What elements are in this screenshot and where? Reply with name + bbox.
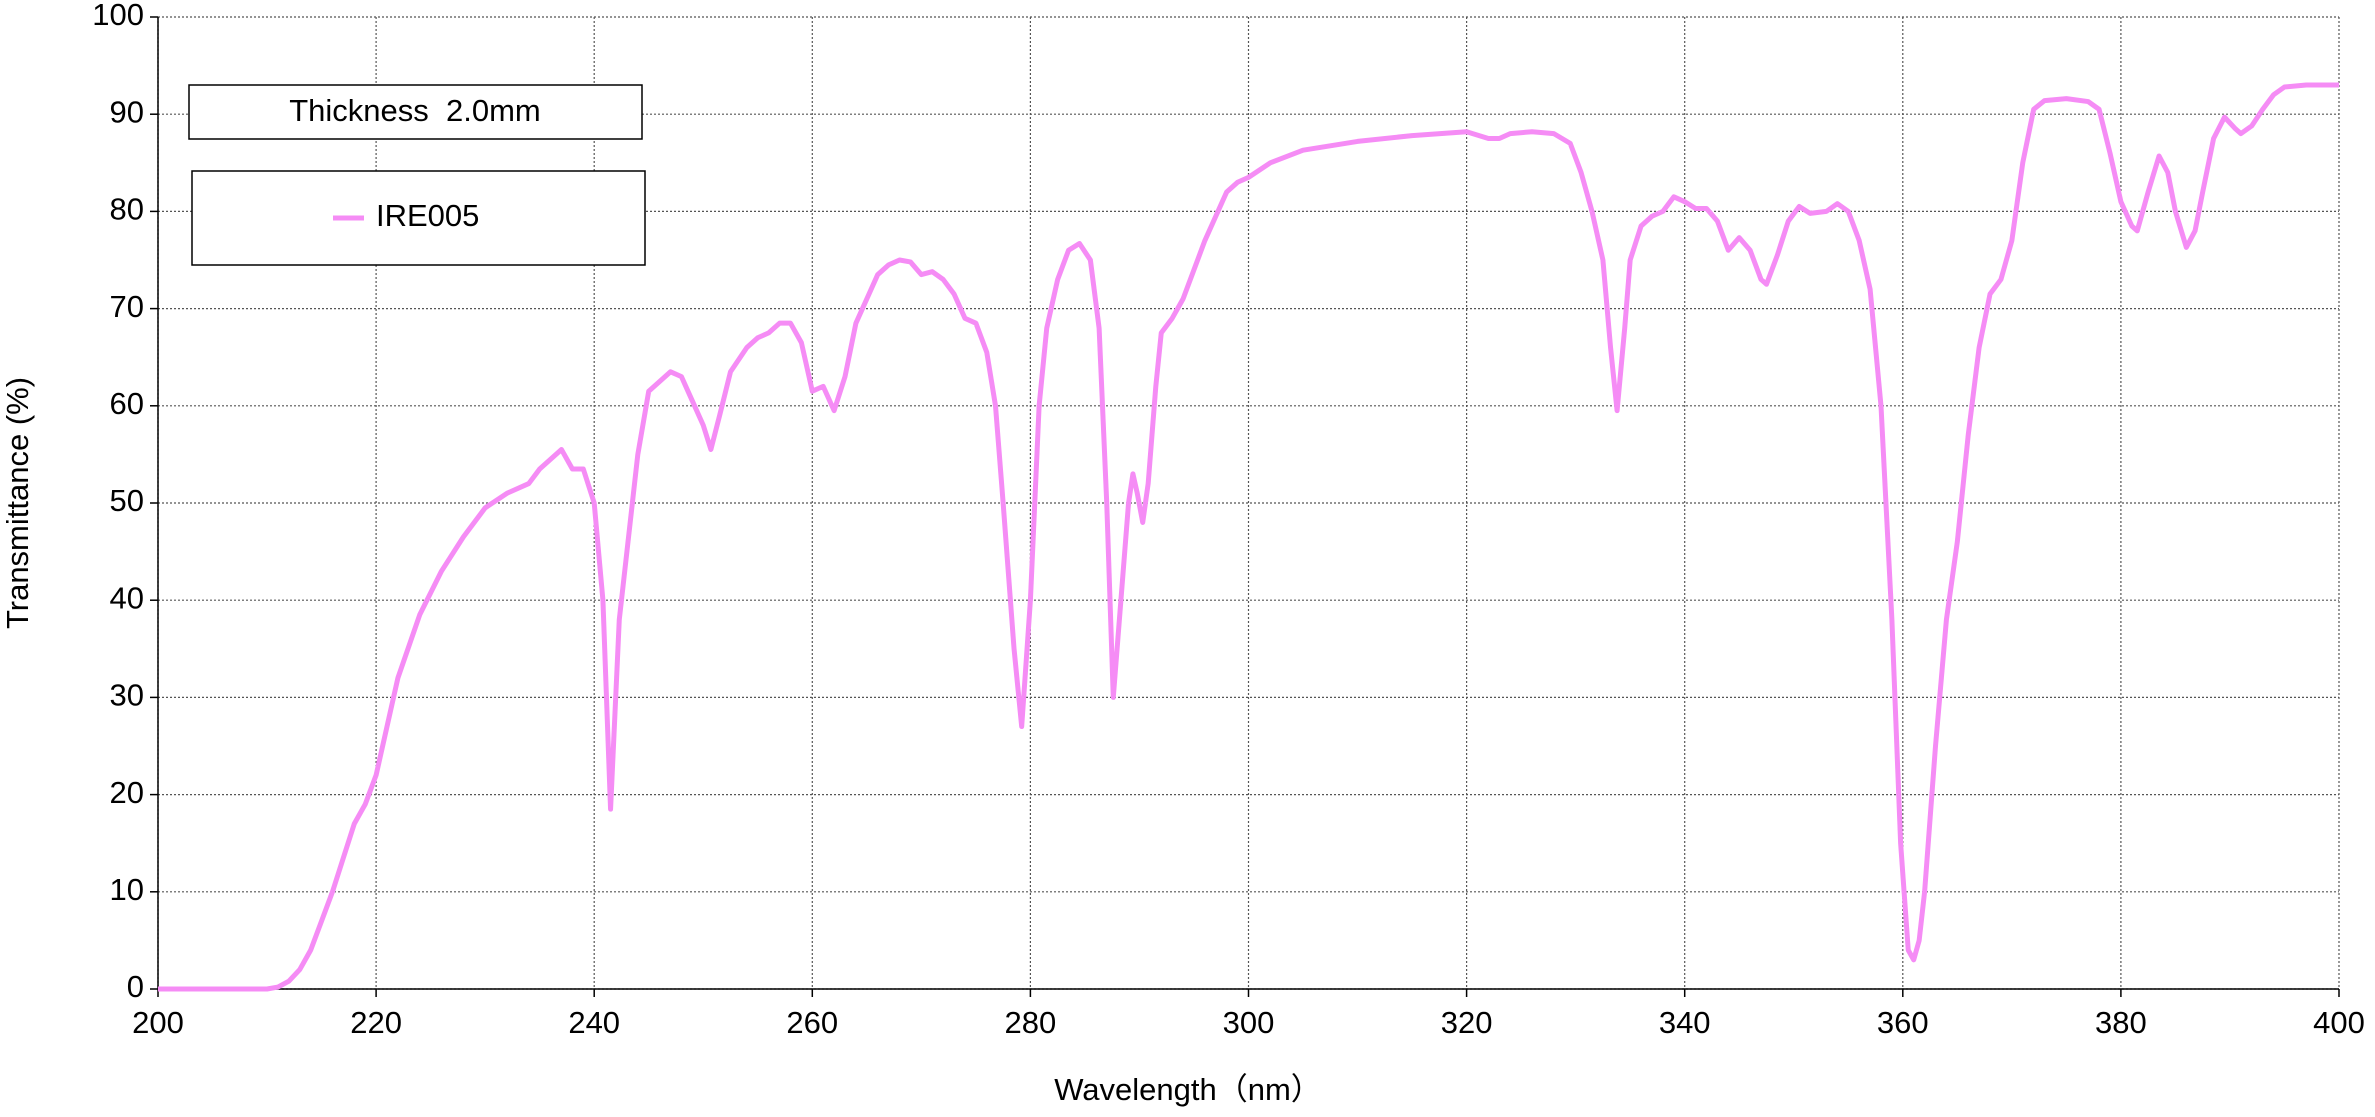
y-tick-label: 30 — [110, 678, 144, 713]
y-tick-label: 90 — [110, 94, 144, 129]
x-axis-label: Wavelength（nm） — [1054, 1072, 1322, 1107]
x-tick-label: 300 — [1223, 1005, 1275, 1040]
annotation-box — [188, 84, 643, 140]
x-tick-label: 400 — [2313, 1005, 2365, 1040]
y-tick-label: 60 — [110, 386, 144, 421]
y-tick-label: 50 — [110, 483, 144, 518]
x-tick-label: 360 — [1877, 1005, 1929, 1040]
y-tick-label: 10 — [110, 872, 144, 907]
x-tick-label: 220 — [350, 1005, 402, 1040]
x-tick-label: 200 — [132, 1005, 184, 1040]
y-tick-label: 100 — [92, 0, 144, 32]
y-tick-label: 70 — [110, 289, 144, 324]
x-tick-label: 380 — [2095, 1005, 2147, 1040]
y-tick-label: 0 — [127, 969, 144, 1004]
x-tick-label: 260 — [786, 1005, 838, 1040]
x-tick-label: 340 — [1659, 1005, 1711, 1040]
y-tick-label: 20 — [110, 775, 144, 810]
x-tick-label: 240 — [568, 1005, 620, 1040]
y-tick-label: 80 — [110, 192, 144, 227]
legend-label: IRE005 — [376, 198, 479, 233]
y-axis-label: Transmittance (%) — [0, 377, 35, 629]
annotation: Thickness 2.0mm — [289, 93, 541, 128]
legend-box — [191, 170, 646, 266]
plot-layer: 0 10 20 30 40 50 60 70 80 90 100 200 220 240 260 280 300… — [92, 0, 2365, 1040]
x-tick-label: 280 — [1005, 1005, 1057, 1040]
y-tick-label: 40 — [110, 580, 144, 615]
x-tick-label: 320 — [1441, 1005, 1493, 1040]
series-line — [158, 82, 2339, 992]
